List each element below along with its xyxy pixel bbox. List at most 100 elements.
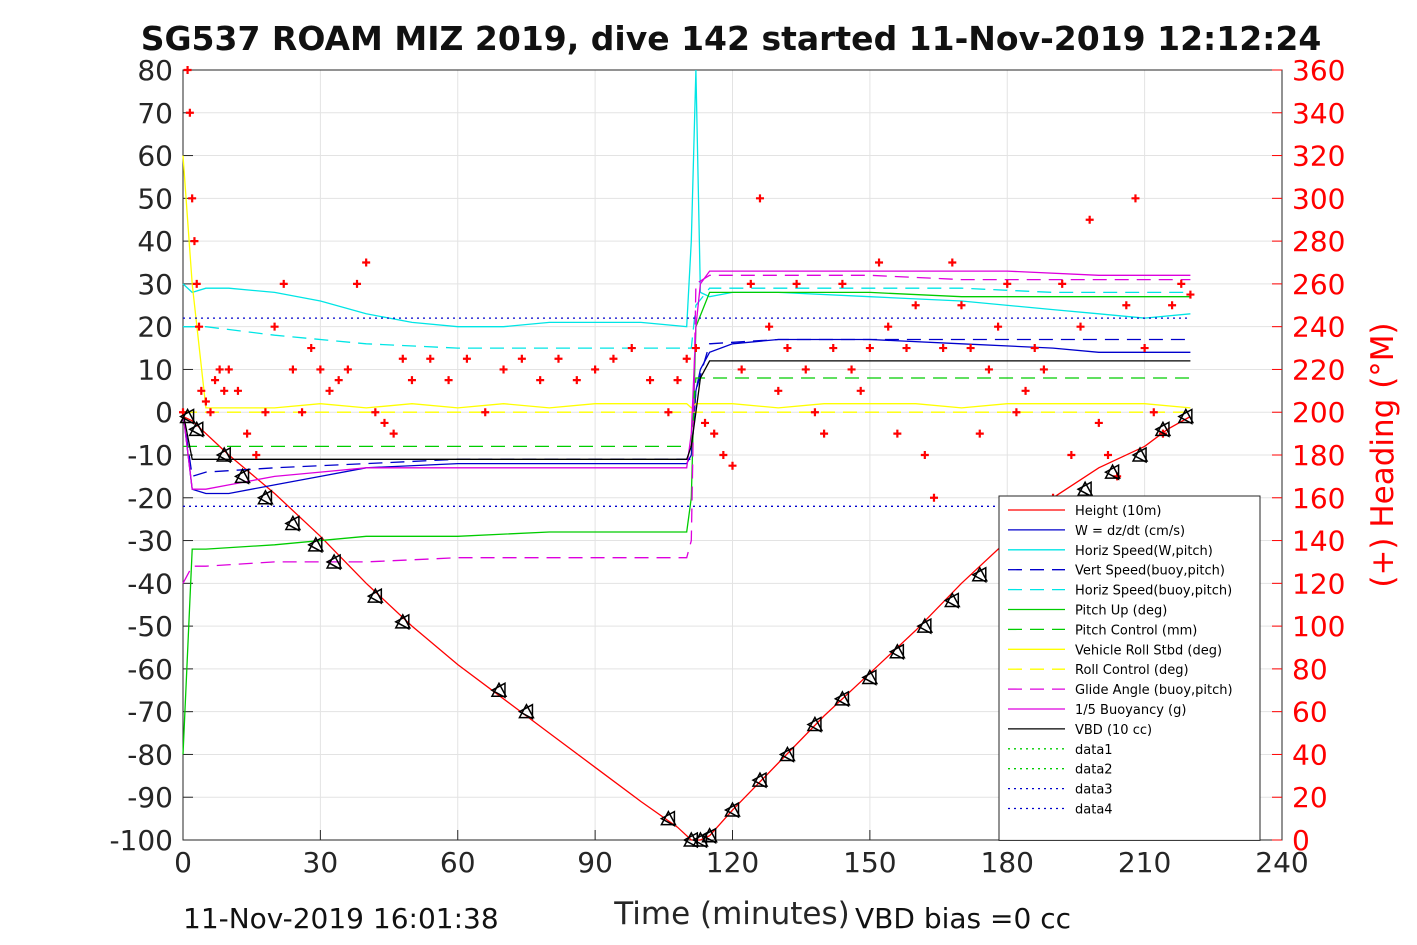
heading-point [462,354,471,363]
heading-point [646,376,655,385]
heading-point [893,429,902,438]
heading-point [1177,279,1186,288]
heading-point [810,408,819,417]
marker-up-triangle [806,715,824,732]
heading-point [939,344,948,353]
marker-up-triangle [1104,463,1121,479]
heading-point [1186,290,1195,299]
heading-point [1067,451,1076,459]
y-tick-label: 30 [137,268,173,301]
marker-left-triangle [178,408,195,425]
y2-tick-label: 60 [1292,696,1328,729]
heading-point [1131,194,1140,203]
legend-entry-data3: data3 [1075,783,1113,798]
series-line-vbd [182,360,1191,460]
heading-point [984,365,993,374]
marker-up-triangle [660,810,677,826]
series-line-roll [182,155,1191,409]
timestamp-footer: 11-Nov-2019 16:01:38 [183,902,499,935]
heading-point [279,279,288,288]
x-tick-label: 60 [440,846,476,879]
heading-point [188,194,197,203]
series-line-pitch_up [182,291,1191,755]
y-tick-label: 80 [137,54,173,87]
legend: Height (10m) W = dz/dt (cm/s) Horiz Speed(… [998,495,1261,841]
heading-point [215,365,224,374]
heading-point [1058,279,1067,288]
y-tick-label: 10 [137,353,173,386]
heading-point [719,451,728,459]
y-tick-label: 70 [137,97,173,130]
heading-point [1076,322,1085,331]
heading-point [183,66,192,74]
y-tick-label: -50 [127,610,173,643]
legend-entry-glide: Glide Angle (buoy,pitch) [1075,683,1233,698]
heading-point [325,386,334,395]
y2-tick-label: 220 [1292,353,1345,386]
heading-point [838,279,847,288]
heading-point [591,365,600,374]
marker-up-triangle [307,536,325,552]
marker-left-triangle [325,553,341,571]
heading-point [792,279,801,288]
marker-up-triangle [234,467,251,484]
x-tick-label: 30 [303,846,339,879]
y2-tick-label: 140 [1292,525,1345,558]
x-tick-label: 180 [981,846,1034,879]
series-line-glide [182,274,1191,584]
heading-point [875,258,884,267]
y-tick-label: -40 [127,567,173,600]
legend-entry-vbd: VBD (10 cc) [1075,723,1152,738]
marker-left-triangle [861,669,877,686]
marker-left-triangle [659,810,676,827]
heading-point [343,365,352,374]
heading-point [1168,301,1177,310]
heading-point [211,376,220,385]
heading-point [755,194,764,203]
heading-point [252,451,261,459]
heading-point [820,429,829,438]
marker-left-triangle [307,536,323,554]
y2-tick-label: 80 [1292,653,1328,686]
marker-left-triangle [215,446,231,464]
y2-tick-label: 160 [1292,482,1345,515]
heading-point [307,344,316,353]
x-tick-label: 210 [1118,846,1171,879]
marker-left-triangle [833,690,850,708]
marker-left-triangle [256,489,273,507]
heading-point [185,108,194,117]
marker-left-triangle [1103,463,1120,481]
heading-point [1122,301,1131,310]
heading-point [1103,451,1112,459]
right-axis: 3603403203002802602402202001801601401201… [1272,54,1345,857]
y-tick-label: 20 [137,311,173,344]
heading-point [1149,408,1158,417]
heading-point [353,279,362,288]
heading-point [783,344,792,353]
heading-point [195,322,204,331]
marker-left-triangle [943,592,960,609]
marker-up-triangle [701,827,718,843]
y2-tick-label: 260 [1292,268,1345,301]
marker-up-triangle [215,446,233,462]
x-axis-label: Time (minutes) [613,896,849,932]
y2-tick-label: 180 [1292,439,1345,472]
legend-entry-data2: data2 [1075,763,1113,778]
y2-tick-label: 360 [1292,54,1345,87]
marker-up-triangle [724,801,741,817]
y2-tick-label: 100 [1292,610,1345,643]
heading-point [847,365,856,374]
y-tick-label: -100 [109,824,173,857]
heading-point [701,418,710,427]
y-tick-label: 50 [137,182,173,215]
heading-point [426,354,435,363]
heading-point [380,418,389,427]
marker-up-triangle [1076,480,1094,496]
heading-point [1094,418,1103,427]
series-line-horiz_buoy [183,287,1191,349]
left-axis: 80 70 60 50 40 30 20 10 0 -10 -20 -30 -40 -50 -60 -70 -8… [109,54,193,857]
heading-point [190,237,199,246]
marker-up-triangle [944,591,961,608]
marker-left-triangle [490,682,506,699]
marker-up-triangle [325,553,343,569]
